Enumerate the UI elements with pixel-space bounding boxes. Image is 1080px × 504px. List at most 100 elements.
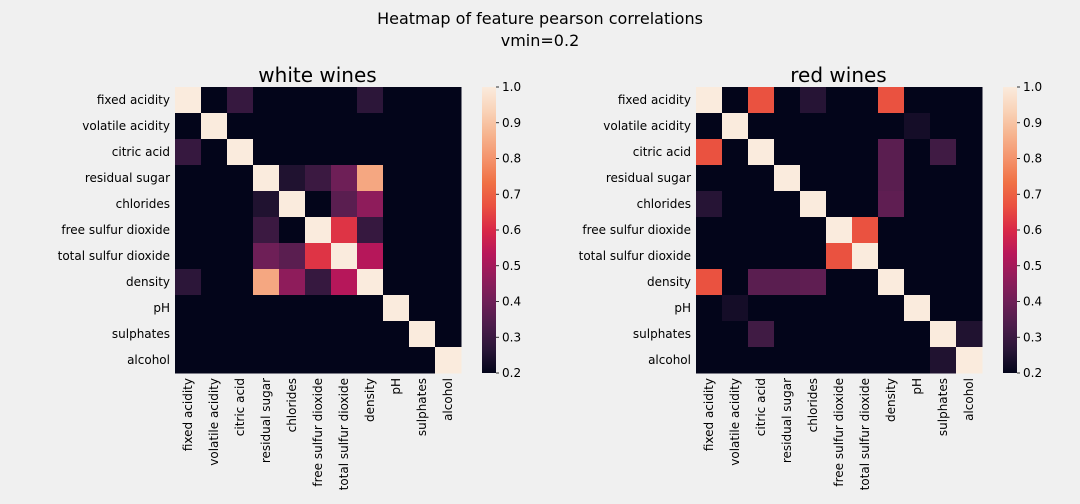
heatmap-cell-density-x-citric-acid [227,269,254,296]
heatmap-cell-residual-sugar-x-citric-acid [227,165,254,192]
heatmap-cell-ph-x-alcohol [956,295,983,322]
heatmap-cell-alcohol-x-alcohol [435,347,462,374]
heatmap-cell-residual-sugar-x-sulphates [409,165,436,192]
colorbar-tick-label: 0.6 [1023,223,1042,237]
heatmap-cell-total-sulfur-dioxide-x-alcohol [956,243,983,270]
heatmap-cell-residual-sugar-x-fixed-acidity [175,165,202,192]
heatmap-cell-total-sulfur-dioxide-x-density [357,243,384,270]
heatmap-cells [175,87,462,374]
heatmap-cell-citric-acid-x-chlorides [800,139,827,166]
heatmap-cell-ph-x-sulphates [409,295,436,322]
colorbar-tick-label: 0.8 [502,152,521,166]
heatmap-cell-ph-x-chlorides [800,295,827,322]
heatmap-cell-free-sulfur-dioxide-x-alcohol [956,217,983,244]
heatmap-cell-total-sulfur-dioxide-x-free-sulfur-dioxide [826,243,853,270]
heatmap-cell-sulphates-x-fixed-acidity [696,321,723,348]
heatmap-cell-volatile-acidity-x-total-sulfur-dioxide [331,113,358,140]
x-tick-labels: fixed acidity volatile acidity citric acid… [702,378,976,490]
heatmap-cell-citric-acid-x-residual-sugar [774,139,801,166]
colorbar-tick-label: 0.2 [1023,366,1042,380]
heatmap-cell-ph-x-density [878,295,905,322]
x-tick-label-chlorides: chlorides [806,378,820,432]
heatmap-cell-total-sulfur-dioxide-x-chlorides [800,243,827,270]
heatmap-cell-fixed-acidity-x-sulphates [409,87,436,114]
heatmap-cell-total-sulfur-dioxide-x-chlorides [279,243,306,270]
heatmap-cell-ph-x-sulphates [930,295,957,322]
heatmap-cell-chlorides-x-free-sulfur-dioxide [826,191,853,218]
heatmap-cell-volatile-acidity-x-chlorides [800,113,827,140]
heatmap-cell-ph-x-alcohol [435,295,462,322]
x-tick-label-ph: pH [389,378,403,395]
heatmap-cell-volatile-acidity-x-density [357,113,384,140]
heatmap-cell-alcohol-x-residual-sugar [774,347,801,374]
heatmap-cell-volatile-acidity-x-total-sulfur-dioxide [852,113,879,140]
heatmap-cell-alcohol-x-fixed-acidity [175,347,202,374]
heatmap-cell-ph-x-volatile-acidity [201,295,228,322]
x-tick-label-total-sulfur-dioxide: total sulfur dioxide [337,378,351,490]
heatmap-cell-ph-x-citric-acid [748,295,775,322]
heatmap-panel-red-wines: red wines fixed acidity volatile acidity c… [579,63,1042,490]
x-tick-label-ph: pH [910,378,924,395]
y-tick-label-total-sulfur-dioxide: total sulfur dioxide [58,249,170,263]
heatmap-cell-free-sulfur-dioxide-x-fixed-acidity [696,217,723,244]
heatmap-cell-total-sulfur-dioxide-x-ph [904,243,931,270]
heatmap-cell-sulphates-x-chlorides [279,321,306,348]
colorbar-tick-label: 0.4 [502,295,521,309]
y-tick-label-sulphates: sulphates [112,327,170,341]
heatmap-cell-fixed-acidity-x-chlorides [800,87,827,114]
x-tick-labels: fixed acidity volatile acidity citric acid… [181,378,455,490]
heatmap-cell-density-x-fixed-acidity [175,269,202,296]
heatmap-cell-volatile-acidity-x-free-sulfur-dioxide [305,113,332,140]
x-tick-label-fixed-acidity: fixed acidity [181,378,195,451]
heatmap-cell-chlorides-x-citric-acid [227,191,254,218]
heatmap-cell-chlorides-x-sulphates [930,191,957,218]
heatmap-cell-fixed-acidity-x-ph [904,87,931,114]
heatmap-cell-sulphates-x-sulphates [409,321,436,348]
heatmap-cell-free-sulfur-dioxide-x-citric-acid [748,217,775,244]
heatmap-cell-chlorides-x-chlorides [800,191,827,218]
heatmap-cell-ph-x-fixed-acidity [175,295,202,322]
heatmap-cell-ph-x-total-sulfur-dioxide [852,295,879,322]
y-tick-label-residual-sugar: residual sugar [85,171,170,185]
y-tick-label-chlorides: chlorides [116,197,170,211]
heatmap-cell-volatile-acidity-x-density [878,113,905,140]
heatmap-cell-free-sulfur-dioxide-x-sulphates [409,217,436,244]
heatmap-cell-alcohol-x-citric-acid [748,347,775,374]
colorbar-tick-label: 0.4 [1023,295,1042,309]
heatmap-cell-sulphates-x-total-sulfur-dioxide [331,321,358,348]
colorbar-tick-label: 0.7 [502,187,521,201]
heatmap-cell-chlorides-x-ph [383,191,410,218]
heatmap-cell-free-sulfur-dioxide-x-ph [383,217,410,244]
y-tick-label-density: density [647,275,691,289]
heatmap-cell-citric-acid-x-density [357,139,384,166]
heatmap-cell-total-sulfur-dioxide-x-fixed-acidity [175,243,202,270]
heatmap-cell-chlorides-x-residual-sugar [253,191,280,218]
heatmap-cell-free-sulfur-dioxide-x-free-sulfur-dioxide [826,217,853,244]
heatmap-cell-alcohol-x-sulphates [409,347,436,374]
colorbar-tick-label: 0.3 [1023,330,1042,344]
heatmap-cells [696,87,983,374]
heatmap-cell-ph-x-fixed-acidity [696,295,723,322]
y-tick-labels: fixed acidity volatile acidity citric acid… [58,93,170,367]
heatmap-cell-total-sulfur-dioxide-x-free-sulfur-dioxide [305,243,332,270]
y-tick-label-volatile-acidity: volatile acidity [82,119,170,133]
y-tick-label-volatile-acidity: volatile acidity [603,119,691,133]
heatmap-cell-chlorides-x-volatile-acidity [722,191,749,218]
heatmap-cell-fixed-acidity-x-citric-acid [748,87,775,114]
heatmap-cell-alcohol-x-total-sulfur-dioxide [331,347,358,374]
heatmap-cell-density-x-density [878,269,905,296]
heatmap-cell-ph-x-density [357,295,384,322]
heatmap-cell-free-sulfur-dioxide-x-sulphates [930,217,957,244]
heatmap-cell-chlorides-x-volatile-acidity [201,191,228,218]
heatmap-cell-free-sulfur-dioxide-x-citric-acid [227,217,254,244]
y-tick-label-citric-acid: citric acid [633,145,691,159]
figure-subtitle: vmin=0.2 [501,31,580,50]
heatmap-cell-citric-acid-x-alcohol [435,139,462,166]
heatmap-cell-sulphates-x-total-sulfur-dioxide [852,321,879,348]
heatmap-cell-sulphates-x-ph [904,321,931,348]
heatmap-cell-density-x-citric-acid [748,269,775,296]
heatmap-cell-citric-acid-x-chlorides [279,139,306,166]
heatmap-cell-free-sulfur-dioxide-x-density [357,217,384,244]
heatmap-cell-citric-acid-x-ph [904,139,931,166]
heatmap-cell-total-sulfur-dioxide-x-citric-acid [748,243,775,270]
